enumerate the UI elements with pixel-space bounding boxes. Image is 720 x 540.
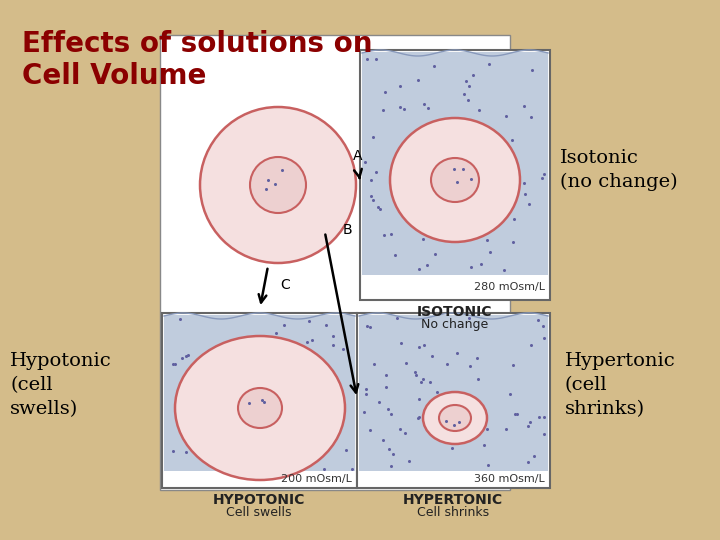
Text: Isotonic
(no change): Isotonic (no change) <box>560 149 678 191</box>
Text: HYPERTONIC: HYPERTONIC <box>403 493 503 507</box>
Text: 200 mOsm/L: 200 mOsm/L <box>281 474 352 484</box>
Text: ISOTONIC: ISOTONIC <box>418 305 492 319</box>
Bar <box>362 52 548 275</box>
Text: 360 mOsm/L: 360 mOsm/L <box>474 474 545 484</box>
Bar <box>359 315 548 470</box>
Text: C: C <box>280 278 289 292</box>
Ellipse shape <box>431 158 479 202</box>
Ellipse shape <box>423 392 487 444</box>
Ellipse shape <box>175 336 345 480</box>
Bar <box>164 315 355 470</box>
Bar <box>160 35 510 490</box>
Ellipse shape <box>238 388 282 428</box>
Text: Effects of solutions on
Cell Volume: Effects of solutions on Cell Volume <box>22 30 372 90</box>
Bar <box>162 313 357 488</box>
Ellipse shape <box>439 405 471 431</box>
Text: Hypotonic
(cell
swells): Hypotonic (cell swells) <box>10 353 112 417</box>
Text: 280 mOsm/L: 280 mOsm/L <box>474 282 545 292</box>
Ellipse shape <box>390 118 520 242</box>
Bar <box>360 50 550 300</box>
Text: Cell shrinks: Cell shrinks <box>417 506 489 519</box>
Text: A: A <box>354 149 363 163</box>
Ellipse shape <box>200 107 356 263</box>
Text: B: B <box>343 224 352 238</box>
Text: HYPOTONIC: HYPOTONIC <box>213 493 305 507</box>
Bar <box>357 313 550 488</box>
Text: No change: No change <box>421 318 489 331</box>
Text: Hypertonic
(cell
shrinks): Hypertonic (cell shrinks) <box>565 353 676 417</box>
Ellipse shape <box>250 157 306 213</box>
Text: Cell swells: Cell swells <box>226 506 292 519</box>
